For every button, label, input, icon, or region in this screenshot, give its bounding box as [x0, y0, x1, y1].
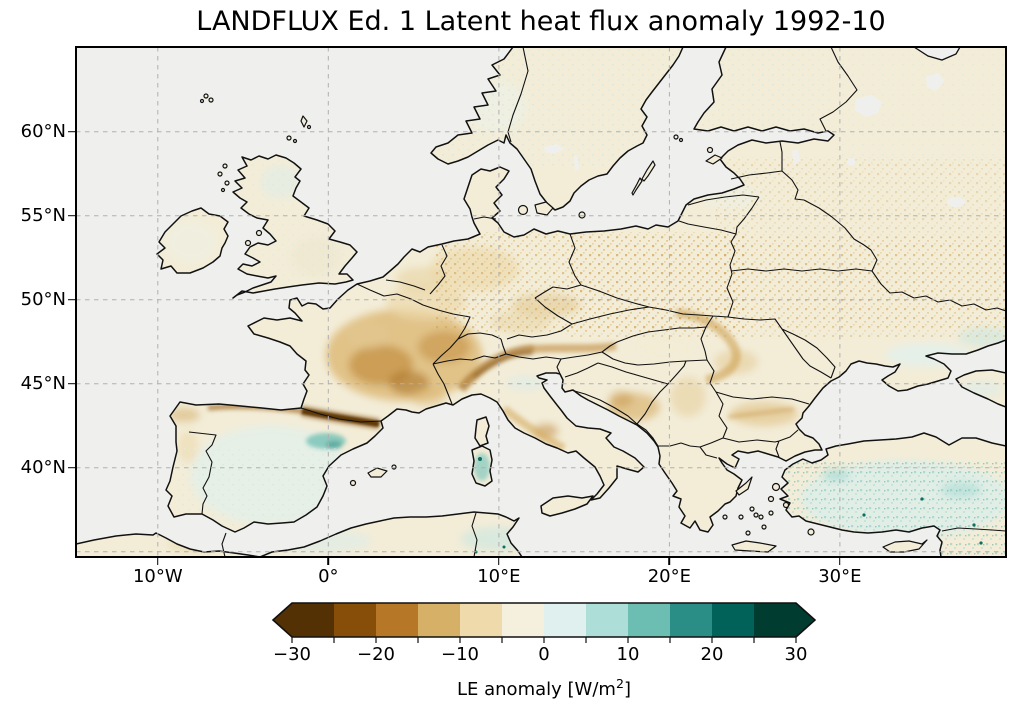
colorbar-tick-label: −30 — [273, 644, 311, 665]
lat-tick-mark — [68, 131, 75, 133]
lon-tick-mark — [157, 558, 159, 565]
lon-tick-mark — [327, 558, 330, 565]
colorbar-tick-label: 30 — [784, 644, 808, 665]
figure-title: LANDFLUX Ed. 1 Latent heat flux anomaly … — [196, 6, 886, 37]
colorbar-tick-label: 10 — [616, 644, 640, 665]
lat-tick-label: 55°N — [20, 204, 66, 226]
lon-tick-mark — [839, 558, 841, 565]
lat-tick-label: 60°N — [20, 120, 66, 142]
lat-tick-label: 40°N — [20, 456, 66, 478]
lat-tick-mark — [68, 467, 75, 469]
lon-tick-mark — [668, 558, 671, 565]
colorbar-tick-label: 20 — [700, 644, 724, 665]
colorbar-label: LE anomaly [W/m2] — [457, 676, 631, 700]
map-panel — [76, 47, 1006, 557]
lat-tick-label: 45°N — [20, 372, 66, 394]
colorbar-tick-label: −10 — [441, 644, 479, 665]
lat-tick-mark — [68, 383, 75, 385]
lon-tick-label: 10°W — [132, 566, 183, 587]
lat-tick-mark — [68, 299, 75, 301]
anomaly-raster — [166, 47, 1006, 557]
lat-tick-mark — [68, 215, 75, 217]
colorbar-tick-label: 0 — [538, 644, 550, 665]
country-borders — [188, 47, 1006, 557]
colorbar-svg — [271, 602, 817, 643]
europe-map-svg — [76, 47, 1006, 557]
colorbar-tick-label: −20 — [357, 644, 395, 665]
lat-tick-label: 50°N — [20, 288, 66, 310]
lon-tick-label: 30°E — [818, 566, 862, 587]
small-islands — [199, 93, 928, 553]
graticule — [76, 47, 1006, 557]
lon-tick-label: 0° — [318, 566, 339, 587]
lakes — [544, 47, 965, 207]
lon-tick-mark — [498, 558, 500, 565]
lon-tick-label: 20°E — [647, 566, 691, 587]
lon-tick-label: 10°E — [477, 566, 521, 587]
